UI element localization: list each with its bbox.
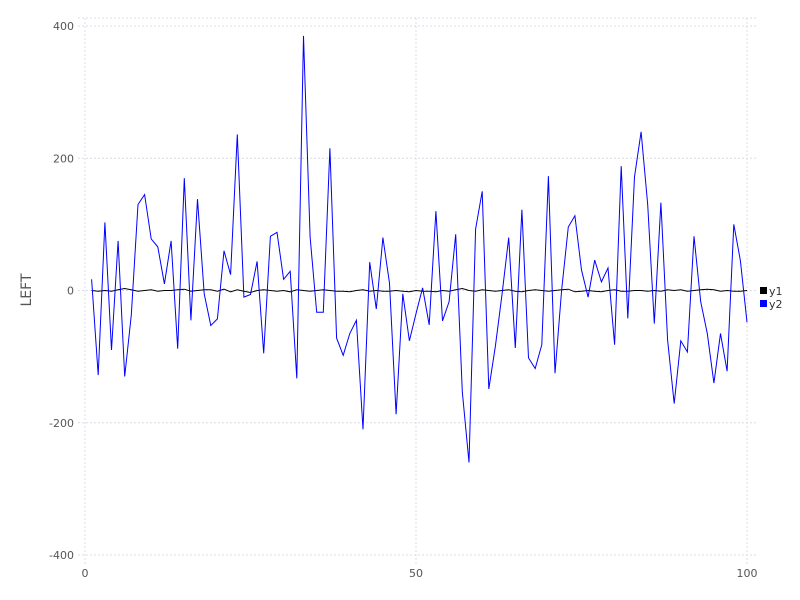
series-line-y1	[91, 287, 748, 294]
legend-label-y2: y2	[769, 298, 783, 311]
legend-swatch-y2	[760, 300, 767, 307]
series-line-y2	[91, 35, 748, 463]
y-tick-label: -200	[49, 417, 74, 430]
tick-labels: -400 -200 0 200 400 0 50 100	[49, 20, 757, 580]
y-axis-label: LEFT	[19, 273, 35, 306]
y-tick-label: 0	[67, 285, 74, 298]
series-lines	[91, 35, 748, 463]
legend-label-y1: y1	[769, 285, 783, 298]
x-tick-label: 50	[409, 567, 423, 580]
x-tick-label: 0	[82, 567, 89, 580]
y-tick-label: 400	[53, 20, 74, 33]
legend-swatch-y1	[760, 287, 767, 294]
y-tick-label: 200	[53, 152, 74, 165]
y-tick-label: -400	[49, 549, 74, 562]
x-tick-label: 100	[737, 567, 758, 580]
